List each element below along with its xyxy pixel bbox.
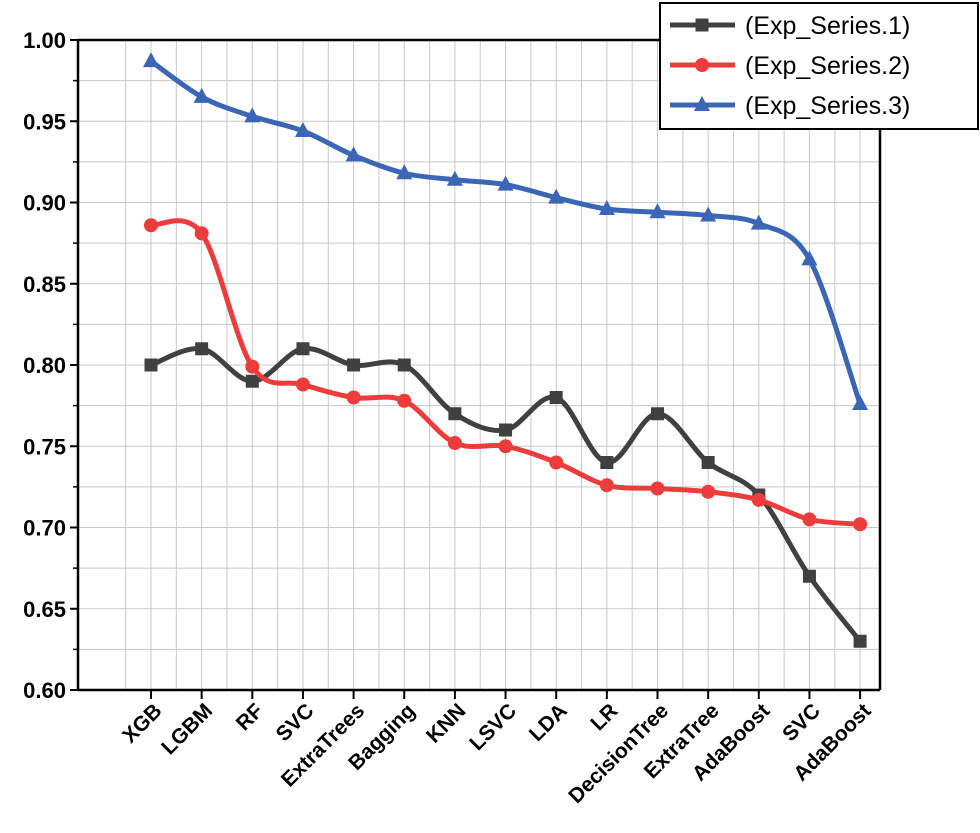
data-point — [497, 175, 514, 191]
data-point — [144, 358, 158, 372]
data-point — [143, 52, 159, 68]
data-point — [853, 634, 867, 648]
x-tick-label: SVC — [778, 699, 825, 746]
data-point — [195, 342, 209, 356]
data-point — [346, 390, 361, 405]
data-point — [600, 456, 614, 469]
data-point — [446, 170, 463, 186]
data-point — [448, 407, 462, 421]
x-tick-label: SVC — [272, 699, 319, 746]
x-tick-label: RF — [232, 699, 268, 735]
data-point — [802, 512, 817, 527]
y-axis-ticks: 0.60 0.65 0.70 0.75 0.80 0.85 0.90 0.95 1.00 — [23, 28, 78, 703]
legend-swatch-marker — [695, 58, 709, 72]
data-point — [295, 377, 310, 392]
legend: (Exp_Series.1) (Exp_Series.2) (Exp_Series.… — [659, 2, 979, 130]
series-group — [143, 52, 869, 648]
y-tick-label: 0.70 — [23, 516, 66, 541]
data-point — [701, 456, 715, 469]
data-point — [853, 517, 868, 532]
x-tick-label: LDA — [525, 699, 572, 746]
data-point — [194, 226, 209, 241]
data-point — [751, 492, 766, 507]
y-tick-label: 0.65 — [23, 597, 66, 622]
data-point — [294, 122, 311, 137]
data-point — [750, 214, 767, 230]
legend-swatch-marker — [695, 18, 709, 32]
data-point — [598, 200, 615, 215]
data-point — [296, 342, 310, 356]
data-point — [397, 358, 411, 372]
legend-label: (Exp_Series.3) — [745, 92, 910, 120]
data-point — [498, 439, 513, 454]
data-point — [347, 358, 361, 372]
series-2 — [144, 218, 868, 532]
data-point — [499, 423, 513, 437]
data-point — [447, 436, 462, 450]
legend-label: (Exp_Series.1) — [745, 12, 910, 40]
data-point — [396, 164, 413, 180]
legend-swatch-marker — [694, 96, 710, 111]
x-tick-label: LR — [586, 699, 622, 735]
y-tick-label: 1.00 — [23, 28, 66, 53]
y-tick-label: 0.85 — [23, 272, 66, 297]
data-point — [651, 407, 664, 421]
grid-lines — [78, 40, 880, 690]
x-tick-label: LSVC — [465, 699, 521, 755]
legend-label: (Exp_Series.2) — [745, 52, 910, 80]
y-tick-label: 0.80 — [23, 353, 66, 378]
data-point — [244, 107, 261, 123]
x-tick-label: KNN — [422, 699, 470, 747]
data-point — [345, 146, 362, 162]
data-point — [397, 393, 412, 408]
y-tick-label: 0.90 — [23, 191, 66, 216]
y-tick-label: 0.60 — [23, 678, 66, 703]
y-tick-label: 0.75 — [23, 434, 66, 459]
data-point — [650, 481, 665, 496]
x-tick-label: LGBM — [157, 699, 217, 759]
data-point — [144, 218, 158, 233]
data-point — [649, 203, 666, 219]
y-tick-label: 0.95 — [23, 109, 66, 134]
data-point — [549, 455, 564, 470]
data-point — [245, 359, 260, 374]
data-point — [802, 569, 816, 583]
data-point — [701, 484, 716, 499]
series-3 — [143, 52, 869, 410]
data-point — [852, 395, 869, 410]
data-point — [599, 478, 614, 493]
data-point — [548, 188, 565, 204]
data-point — [700, 206, 717, 222]
data-point — [801, 250, 818, 266]
data-point — [245, 374, 259, 388]
data-point — [193, 87, 210, 103]
data-point — [549, 391, 563, 404]
